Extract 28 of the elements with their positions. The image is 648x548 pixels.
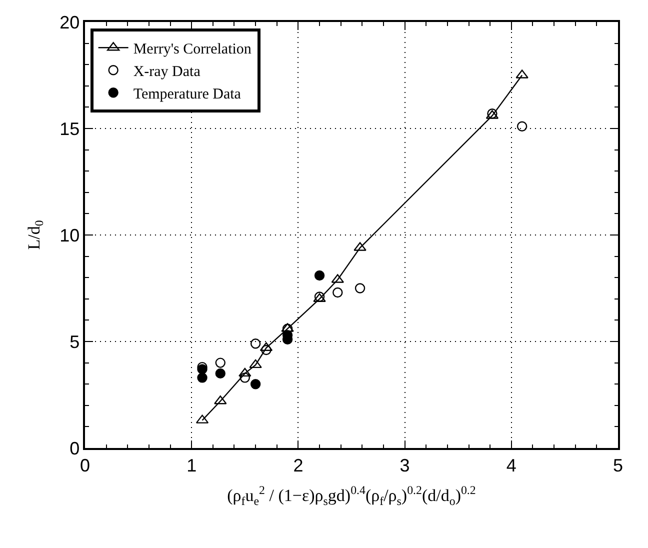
y-tick-label: 10 bbox=[60, 225, 80, 246]
y-tick-label: 5 bbox=[70, 332, 80, 352]
legend-label: X-ray Data bbox=[133, 64, 201, 80]
point bbox=[238, 368, 252, 377]
x-tick-label: 5 bbox=[612, 455, 624, 476]
y-tick-label: 0 bbox=[70, 438, 80, 458]
point bbox=[197, 364, 208, 374]
y-tick-label: 20 bbox=[60, 12, 80, 32]
point bbox=[197, 372, 208, 383]
point bbox=[516, 121, 528, 132]
x-tick-label: 3 bbox=[400, 455, 410, 476]
x-tick-label: 2 bbox=[293, 455, 304, 476]
point bbox=[250, 338, 261, 349]
point bbox=[332, 287, 343, 298]
point bbox=[215, 368, 226, 379]
point bbox=[215, 358, 226, 368]
point bbox=[240, 372, 250, 383]
point bbox=[354, 283, 366, 294]
point bbox=[261, 344, 272, 356]
point bbox=[250, 379, 261, 390]
text: (ρ$_{f}$u$_{e}$$^{2}$ / (1−ε)ρ$_{s}$gd)$^{0.4}$(ρ$_{f}$/ρ$_{s}$)$^{0.2}$(d/d$_{o}$)$^{0.2}$ bbox=[227, 483, 476, 508]
point bbox=[314, 270, 325, 281]
x-tick-label: 1 bbox=[186, 455, 197, 476]
legend-label: Temperature Data bbox=[133, 86, 242, 102]
point bbox=[249, 359, 262, 368]
y-tick-label: 15 bbox=[60, 118, 80, 139]
x-tick-label: 4 bbox=[506, 455, 516, 476]
legend-label: Merry's Correlation bbox=[133, 41, 252, 58]
